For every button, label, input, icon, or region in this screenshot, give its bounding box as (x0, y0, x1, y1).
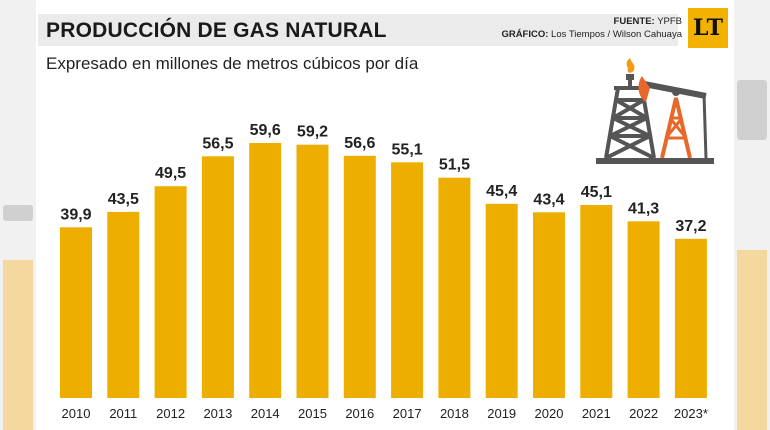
value-label-2017: 55,1 (392, 141, 423, 158)
value-label-2011: 43,5 (108, 191, 139, 208)
tick-label-2016: 2016 (345, 406, 374, 421)
bar-2011 (107, 211, 140, 398)
infographic-panel: PRODUCCIÓN DE GAS NATURAL FUENTE: YPFB G… (36, 0, 734, 430)
x-axis-ticks: 2010 2011 2012 2013 2014 2015 2016 2017 2018 2019… (62, 406, 708, 421)
credits: FUENTE: YPFB GRÁFICO: Los Tiempos / Wils… (501, 15, 682, 41)
pumpjack-icon (638, 76, 708, 159)
bar-2021 (580, 205, 613, 398)
value-label-2021: 45,1 (581, 184, 612, 201)
bar-2010 (60, 227, 92, 398)
right-background-strip (734, 0, 770, 430)
tick-label-2013: 2013 (203, 406, 232, 421)
bar-2014 (249, 143, 282, 398)
value-labels-group: 39,9 43,5 49,5 56,5 59,6 59,2 56,6 55,1 51,5 45,4… (60, 122, 706, 235)
right-blurred-block (737, 80, 767, 140)
source-label: FUENTE: (613, 16, 655, 27)
value-label-2016: 56,6 (344, 135, 375, 152)
title-bar: PRODUCCIÓN DE GAS NATURAL (38, 14, 678, 46)
chart-title: PRODUCCIÓN DE GAS NATURAL (46, 19, 387, 42)
tick-label-2021: 2021 (582, 406, 611, 421)
value-label-2020: 43,4 (533, 191, 564, 208)
graphic-credit-line: GRÁFICO: Los Tiempos / Wilson Cahuaya (501, 28, 682, 41)
tick-label-2010: 2010 (62, 406, 91, 421)
source-line: FUENTE: YPFB (501, 15, 682, 28)
tick-label-2018: 2018 (440, 406, 469, 421)
los-tiempos-logo: LT (688, 8, 728, 48)
bar-2017 (391, 162, 424, 398)
value-label-2023*: 37,2 (675, 218, 706, 235)
value-label-2015: 59,2 (297, 124, 328, 141)
value-label-2014: 59,6 (250, 122, 281, 139)
bar-2023* (674, 238, 707, 398)
tick-label-2014: 2014 (251, 406, 280, 421)
tick-label-2019: 2019 (487, 406, 516, 421)
bar-2012 (154, 186, 187, 398)
bar-2019 (485, 203, 518, 398)
oil-rig-icon (596, 58, 714, 164)
tick-label-2015: 2015 (298, 406, 327, 421)
graphic-label: GRÁFICO: (501, 29, 549, 40)
bar-2020 (533, 212, 565, 398)
left-background-strip (0, 0, 36, 430)
chart-subtitle: Expresado en millones de metros cúbicos … (46, 54, 419, 73)
left-blurred-bar (3, 260, 33, 430)
tick-label-2023*: 2023* (674, 406, 708, 421)
value-label-2012: 49,5 (155, 165, 186, 182)
right-blurred-bar (737, 250, 767, 430)
tick-label-2020: 2020 (535, 406, 564, 421)
ground-icon (596, 158, 714, 164)
value-label-2010: 39,9 (60, 206, 91, 223)
graphic-value: Los Tiempos / Wilson Cahuaya (551, 29, 682, 40)
value-label-2019: 45,4 (486, 183, 517, 200)
value-label-2022: 41,3 (628, 200, 659, 217)
bar-2016 (343, 155, 376, 398)
bar-2022 (627, 221, 660, 398)
bar-2018 (438, 177, 471, 398)
source-value: YPFB (657, 16, 682, 27)
left-blurred-block (3, 205, 33, 221)
bar-2013 (201, 156, 234, 398)
value-label-2018: 51,5 (439, 157, 470, 174)
tick-label-2017: 2017 (393, 406, 422, 421)
bars-group (60, 143, 707, 398)
value-label-2013: 56,5 (202, 135, 233, 152)
flame-icon (626, 58, 635, 73)
tick-label-2022: 2022 (629, 406, 658, 421)
tick-label-2012: 2012 (156, 406, 185, 421)
tick-label-2011: 2011 (109, 406, 137, 421)
bar-2015 (296, 144, 329, 398)
